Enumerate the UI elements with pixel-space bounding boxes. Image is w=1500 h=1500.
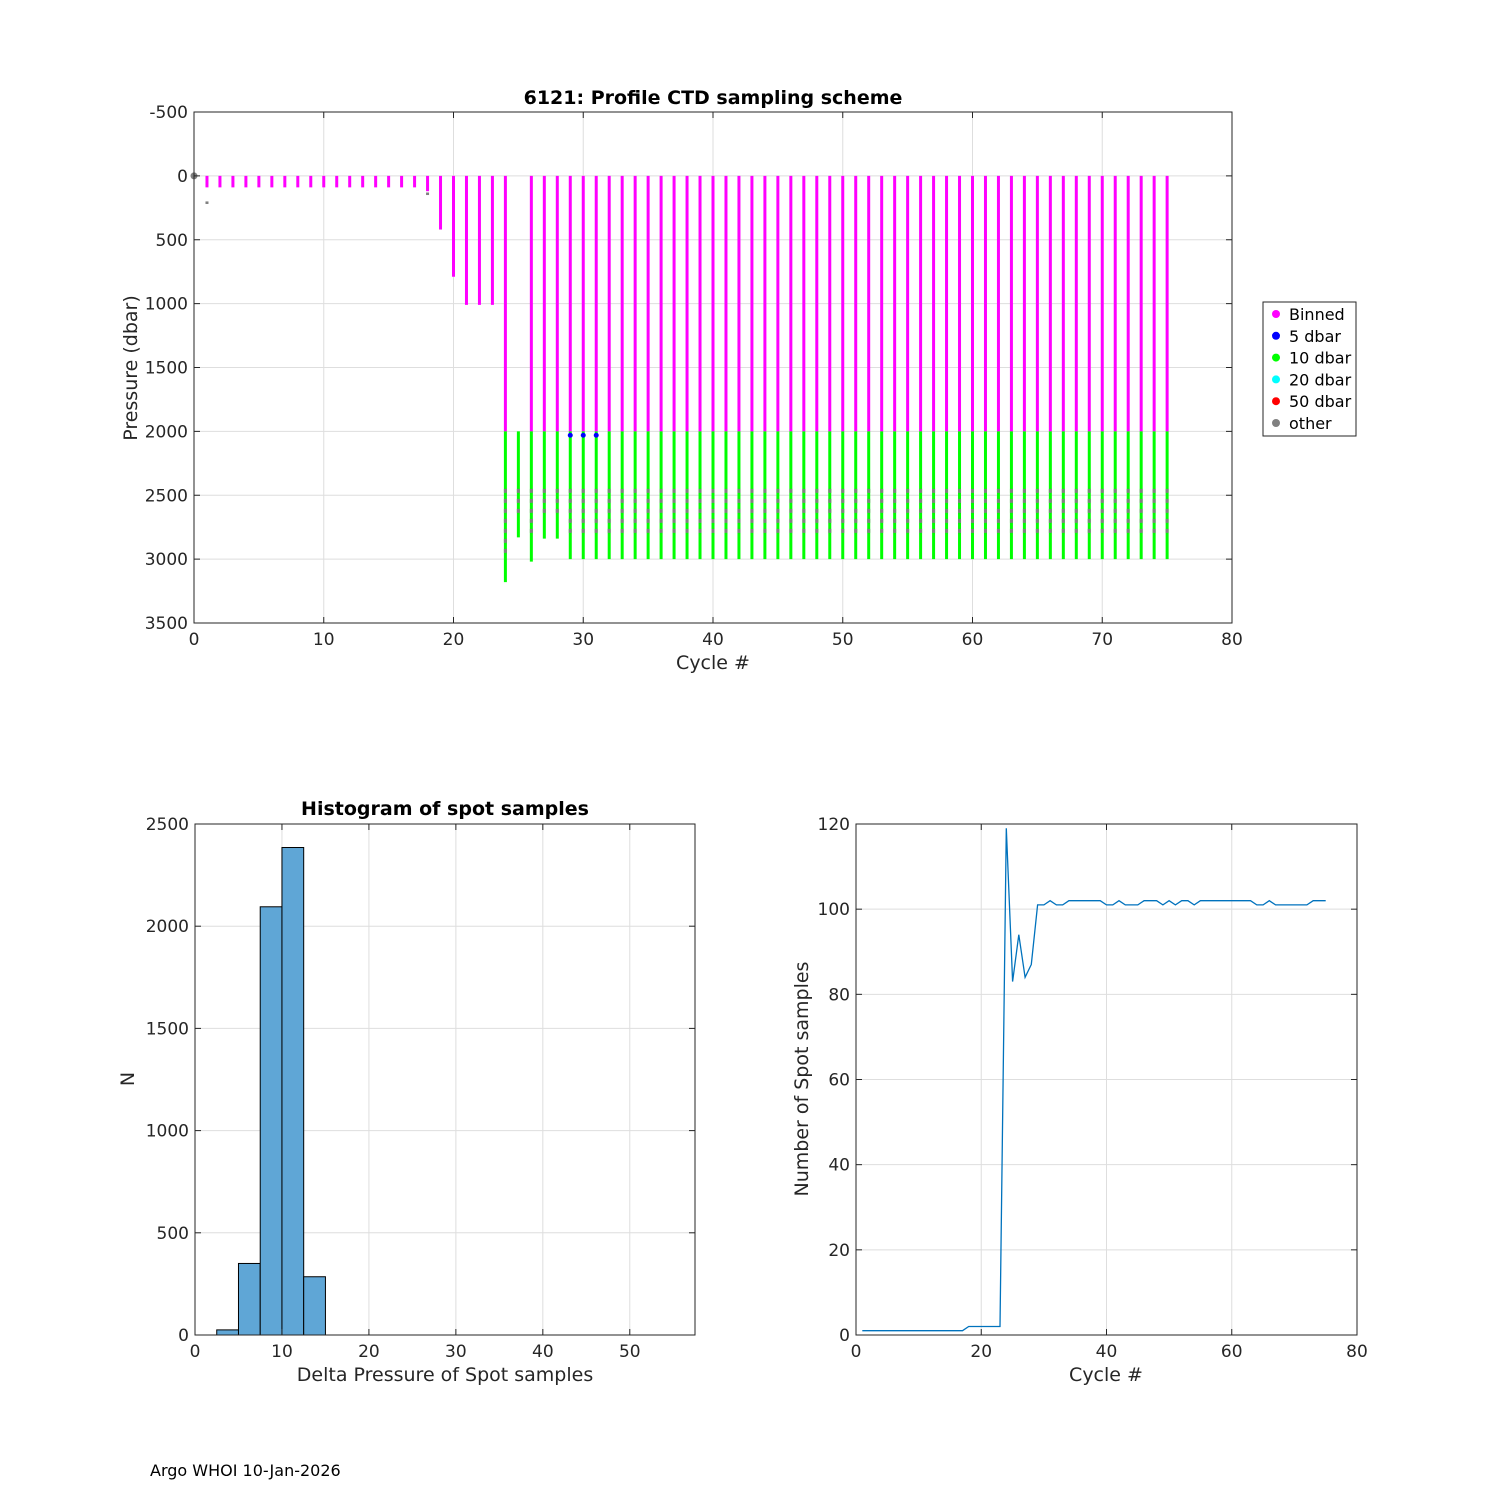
- y-tick-label: 60: [828, 1071, 850, 1091]
- x-tick-label: 10: [313, 630, 335, 650]
- profile-marks: [190, 172, 1169, 583]
- histogram-bar: [259, 906, 283, 1336]
- legend-marker: [1272, 375, 1280, 384]
- spot-count-chart: 0 20 40 60 80 0 20 40 60 80 100 120 Cycle # Number …: [791, 815, 1368, 1386]
- x-tick-label: 20: [970, 1342, 992, 1362]
- x-tick-label: 0: [190, 1342, 201, 1362]
- legend-label: 20 dbar: [1289, 370, 1352, 389]
- spot-point-5dbar: [580, 432, 586, 438]
- spot-point-5dbar: [567, 432, 573, 438]
- y-tick-label: 0: [839, 1326, 850, 1346]
- x-axis-label: Delta Pressure of Spot samples: [297, 1364, 593, 1386]
- x-tick-label: 30: [445, 1342, 467, 1362]
- x-axis-label: Cycle #: [676, 652, 750, 674]
- legend-marker: [1272, 353, 1280, 362]
- y-tick-label: 1000: [146, 1122, 189, 1142]
- y-tick-label: 3500: [145, 614, 188, 634]
- legend-label: 10 dbar: [1289, 349, 1352, 368]
- legend-label: Binned: [1289, 305, 1345, 324]
- x-tick-label: 20: [443, 630, 465, 650]
- x-tick-label: 80: [1346, 1342, 1368, 1362]
- tick-labels: 0 20 40 60 80 0 20 40 60 80 100 120: [818, 815, 1368, 1362]
- x-tick-label: 30: [572, 630, 594, 650]
- y-tick-label: 40: [828, 1156, 850, 1176]
- tick-labels: 0 10 20 30 40 50 60 70 80 -500 0 500 1000 1500 2000 250…: [145, 103, 1243, 650]
- x-tick-label: 40: [702, 630, 724, 650]
- y-tick-label: 2500: [146, 815, 189, 835]
- legend-marker: [1272, 310, 1280, 318]
- y-tick-label: 0: [178, 1326, 189, 1346]
- x-tick-label: 80: [1221, 630, 1243, 650]
- x-tick-label: 60: [1221, 1342, 1243, 1362]
- x-tick-label: 70: [1091, 630, 1113, 650]
- spot-count-series: [862, 828, 1326, 1332]
- y-tick-label: 500: [157, 1224, 189, 1244]
- x-tick-label: 0: [189, 630, 200, 650]
- legend-label: 5 dbar: [1289, 327, 1341, 346]
- legend-label: other: [1289, 414, 1332, 433]
- legend-marker: [1272, 419, 1280, 427]
- y-tick-label: 0: [177, 167, 188, 187]
- y-axis-label: Pressure (dbar): [120, 295, 142, 441]
- footer-credit: Argo WHOI 10-Jan-2026: [150, 1461, 341, 1480]
- histogram-bar: [216, 1329, 239, 1336]
- x-tick-label: 50: [832, 630, 854, 650]
- spot-count-line: [862, 828, 1326, 1332]
- legend-label: 50 dbar: [1289, 392, 1352, 411]
- x-tick-label: 0: [851, 1342, 862, 1362]
- legend-marker: [1272, 331, 1280, 340]
- histogram-bar: [281, 847, 305, 1336]
- plot-frame: [194, 823, 696, 1336]
- x-axis-label: Cycle #: [1069, 1364, 1143, 1386]
- y-axis-label: Number of Spot samples: [791, 962, 813, 1197]
- x-tick-label: 50: [619, 1342, 641, 1362]
- y-tick-label: 1500: [146, 1019, 189, 1039]
- y-tick-label: 100: [818, 900, 850, 920]
- sampling-scheme-chart: 0 10 20 30 40 50 60 70 80 -500 0 500 1000 1500 2000 250…: [120, 87, 1357, 674]
- y-tick-label: 3000: [145, 550, 188, 570]
- y-tick-label: 1500: [145, 359, 188, 379]
- chart-title: 6121: Profile CTD sampling scheme: [524, 87, 903, 109]
- y-tick-label: 80: [828, 985, 850, 1005]
- chart-title: Histogram of spot samples: [301, 798, 589, 820]
- y-tick-label: 2000: [146, 917, 189, 937]
- x-tick-label: 40: [1096, 1342, 1118, 1362]
- histogram-bars: [216, 847, 326, 1336]
- y-tick-label: 500: [156, 231, 188, 251]
- legend-marker: [1272, 397, 1280, 406]
- y-axis-label: N: [117, 1072, 139, 1086]
- y-tick-label: 20: [828, 1241, 850, 1261]
- y-tick-label: 1000: [145, 295, 188, 315]
- x-tick-label: 10: [271, 1342, 293, 1362]
- legend: Binned 5 dbar 10 dbar 20 dbar 50 dbar other: [1262, 301, 1357, 437]
- x-tick-label: 60: [962, 630, 984, 650]
- y-tick-label: 2000: [145, 422, 188, 442]
- x-tick-label: 40: [532, 1342, 554, 1362]
- spot-point-5dbar: [593, 432, 599, 438]
- y-tick-label: 120: [818, 815, 850, 835]
- legend-box: [1262, 301, 1357, 437]
- y-tick-label: -500: [149, 103, 188, 123]
- histogram-bar: [237, 1262, 261, 1336]
- x-tick-label: 20: [358, 1342, 380, 1362]
- histogram-bar: [303, 1276, 326, 1336]
- y-tick-label: 2500: [145, 486, 188, 506]
